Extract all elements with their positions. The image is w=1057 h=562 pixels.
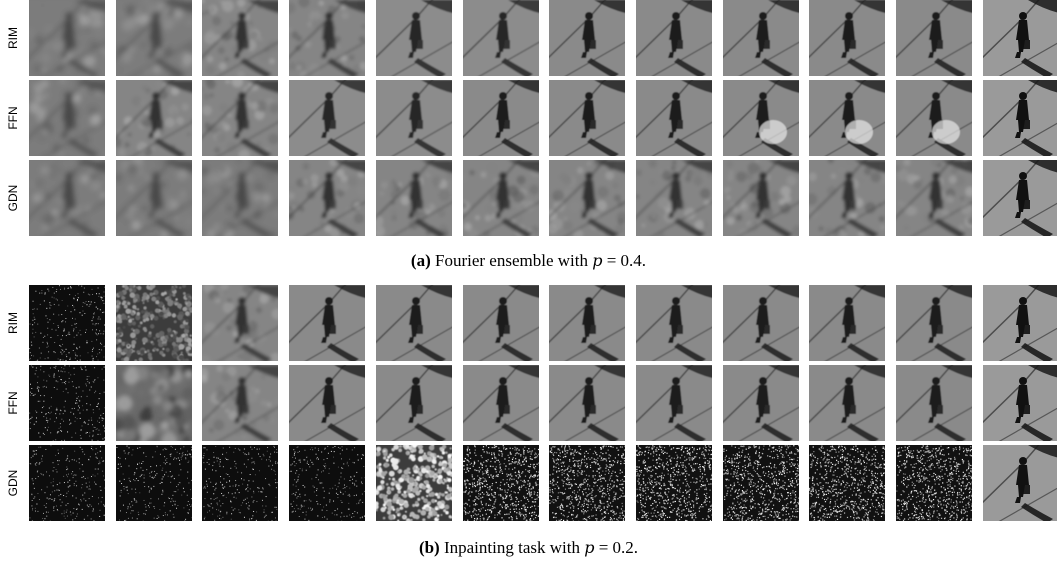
caption-b: (b) Inpainting task with p = 0.2.	[0, 538, 1057, 558]
reconstruction-image	[116, 160, 192, 236]
reconstruction-image	[116, 285, 192, 361]
row-gdn: GDN	[0, 445, 1057, 521]
row-label: RIM	[0, 285, 26, 361]
reconstruction-image	[376, 0, 452, 76]
reconstruction-image	[202, 365, 278, 441]
reconstruction-image	[896, 445, 972, 521]
reconstruction-image	[896, 365, 972, 441]
reconstruction-image	[289, 285, 365, 361]
reconstruction-image	[809, 80, 885, 156]
reconstruction-image	[809, 445, 885, 521]
reconstruction-image	[723, 445, 799, 521]
reconstruction-image	[549, 285, 625, 361]
reconstruction-image	[896, 0, 972, 76]
row-label: GDN	[0, 160, 26, 236]
reconstruction-image	[376, 80, 452, 156]
reconstruction-image	[376, 160, 452, 236]
reconstruction-image	[29, 160, 105, 236]
reconstruction-image	[549, 365, 625, 441]
ground-truth-image	[983, 445, 1057, 521]
reconstruction-image	[463, 445, 539, 521]
row-label: RIM	[0, 0, 26, 76]
ground-truth-image	[983, 285, 1057, 361]
reconstruction-image	[29, 80, 105, 156]
reconstruction-image	[289, 0, 365, 76]
reconstruction-image	[723, 285, 799, 361]
reconstruction-image	[202, 445, 278, 521]
reconstruction-image	[636, 80, 712, 156]
row-rim: RIM	[0, 0, 1057, 76]
reconstruction-image	[29, 365, 105, 441]
row-label: FFN	[0, 80, 26, 156]
ground-truth-image	[983, 160, 1057, 236]
reconstruction-image	[116, 445, 192, 521]
ground-truth-image	[983, 80, 1057, 156]
reconstruction-image	[376, 365, 452, 441]
reconstruction-image	[202, 285, 278, 361]
reconstruction-image	[116, 365, 192, 441]
reconstruction-image	[29, 445, 105, 521]
reconstruction-image	[723, 365, 799, 441]
reconstruction-image	[896, 285, 972, 361]
reconstruction-image	[723, 0, 799, 76]
reconstruction-image	[289, 160, 365, 236]
reconstruction-image	[463, 0, 539, 76]
ground-truth-image	[983, 365, 1057, 441]
reconstruction-image	[202, 0, 278, 76]
reconstruction-image	[289, 365, 365, 441]
caption-a: (a) Fourier ensemble with p = 0.4.	[0, 251, 1057, 271]
reconstruction-image	[29, 0, 105, 76]
reconstruction-image	[549, 0, 625, 76]
row-ffn: FFN	[0, 80, 1057, 156]
reconstruction-image	[289, 445, 365, 521]
reconstruction-image	[636, 0, 712, 76]
reconstruction-image	[636, 285, 712, 361]
row-rim: RIM	[0, 285, 1057, 361]
reconstruction-image	[463, 160, 539, 236]
reconstruction-image	[29, 285, 105, 361]
reconstruction-image	[116, 0, 192, 76]
row-label: FFN	[0, 365, 26, 441]
reconstruction-image	[723, 160, 799, 236]
reconstruction-image	[116, 80, 192, 156]
reconstruction-image	[896, 80, 972, 156]
reconstruction-image	[549, 445, 625, 521]
reconstruction-image	[463, 285, 539, 361]
reconstruction-image	[809, 285, 885, 361]
reconstruction-image	[463, 80, 539, 156]
reconstruction-image	[809, 0, 885, 76]
ground-truth-image	[983, 0, 1057, 76]
reconstruction-image	[376, 285, 452, 361]
row-gdn: GDN	[0, 160, 1057, 236]
reconstruction-image	[202, 160, 278, 236]
reconstruction-image	[376, 445, 452, 521]
reconstruction-image	[636, 160, 712, 236]
reconstruction-image	[723, 80, 799, 156]
reconstruction-image	[809, 365, 885, 441]
reconstruction-image	[289, 80, 365, 156]
reconstruction-image	[549, 160, 625, 236]
reconstruction-image	[202, 80, 278, 156]
reconstruction-image	[809, 160, 885, 236]
reconstruction-image	[896, 160, 972, 236]
row-ffn: FFN	[0, 365, 1057, 441]
reconstruction-image	[636, 445, 712, 521]
row-label: GDN	[0, 445, 26, 521]
reconstruction-image	[463, 365, 539, 441]
reconstruction-image	[549, 80, 625, 156]
reconstruction-image	[636, 365, 712, 441]
